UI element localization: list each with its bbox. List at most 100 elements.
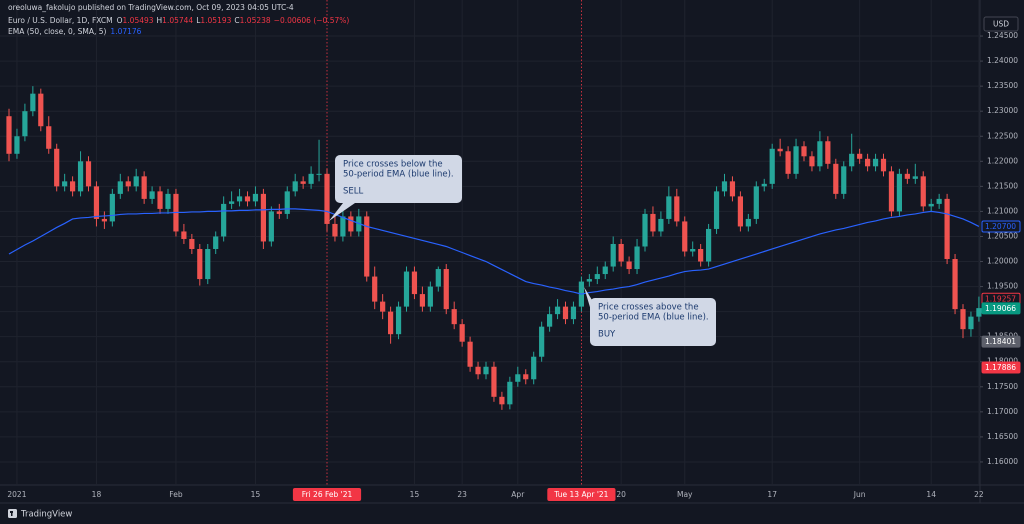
currency[interactable]: USD bbox=[993, 20, 1009, 29]
callout-signal: SELL bbox=[343, 187, 364, 197]
candle-body bbox=[14, 136, 20, 154]
candle-body bbox=[562, 306, 569, 320]
candle-body bbox=[658, 218, 664, 232]
candle-body bbox=[77, 161, 84, 192]
y-tick-label: 1.24000 bbox=[987, 56, 1018, 65]
x-tick-label: 2021 bbox=[7, 490, 26, 499]
crosshair-label-box bbox=[292, 488, 362, 501]
candle-body bbox=[6, 116, 12, 154]
callout-signal: BUY bbox=[598, 330, 616, 340]
candle-body bbox=[70, 181, 76, 192]
crosshair-label-box bbox=[547, 488, 616, 501]
candle-body bbox=[626, 261, 632, 270]
x-tick-label: 20 bbox=[616, 490, 626, 499]
candle-body bbox=[451, 309, 457, 325]
crosshair-date-label: Fri 26 Feb '21 bbox=[302, 490, 353, 499]
price-tag-label: 1.19257 bbox=[985, 294, 1016, 303]
candle-body bbox=[165, 193, 171, 209]
candle-body bbox=[928, 203, 934, 207]
y-tick-label: 1.23000 bbox=[987, 106, 1018, 115]
candle-body bbox=[189, 238, 195, 249]
candle-body bbox=[904, 173, 910, 179]
legend-key: O bbox=[117, 16, 123, 25]
candle-body bbox=[706, 228, 712, 262]
candle-body bbox=[117, 181, 123, 194]
candle-body bbox=[865, 158, 871, 167]
candle-body bbox=[157, 191, 163, 209]
x-tick-label: 15 bbox=[410, 490, 420, 499]
candle-body bbox=[316, 173, 322, 175]
candle-body bbox=[348, 216, 354, 232]
candle-body bbox=[944, 198, 950, 260]
y-tick-label: 1.17500 bbox=[987, 382, 1018, 391]
candle-body bbox=[793, 146, 799, 174]
candle-body bbox=[602, 266, 608, 275]
price-tag-label: 1.20700 bbox=[985, 222, 1016, 231]
y-tick-label: 1.24500 bbox=[987, 31, 1018, 40]
candle-body bbox=[515, 374, 521, 382]
x-tick-label: 17 bbox=[767, 490, 777, 499]
x-tick-label: Feb bbox=[169, 490, 183, 499]
candle-body bbox=[364, 216, 370, 277]
candle-body bbox=[236, 196, 243, 202]
candle-body bbox=[833, 163, 839, 194]
candle-body bbox=[205, 248, 211, 280]
candle-body bbox=[769, 148, 775, 184]
callout-box bbox=[335, 155, 462, 203]
candle-body bbox=[332, 223, 338, 237]
price-tag bbox=[981, 361, 1021, 374]
candle-body bbox=[213, 236, 219, 249]
crosshair-date-label: Tue 13 Apr '21 bbox=[553, 490, 608, 499]
currency-box[interactable] bbox=[983, 16, 1019, 32]
legend-value: 1.05493 bbox=[123, 16, 154, 25]
candle-body bbox=[698, 248, 704, 262]
price-tag-label: 1.17886 bbox=[985, 363, 1016, 372]
candle-body bbox=[547, 314, 553, 327]
price-tag-label: 1.18401 bbox=[985, 337, 1016, 346]
candle-body bbox=[849, 153, 855, 167]
candle-body bbox=[38, 93, 44, 127]
callout-text: 50-period EMA (blue line). bbox=[343, 170, 454, 180]
candle-body bbox=[411, 271, 418, 295]
price-tag bbox=[981, 335, 1021, 348]
legend-key: C bbox=[234, 16, 239, 25]
candle-body bbox=[713, 191, 720, 229]
candle-body bbox=[618, 243, 624, 262]
x-tick-label: 14 bbox=[926, 490, 936, 499]
candle-body bbox=[523, 374, 529, 380]
candle-body bbox=[62, 181, 68, 187]
candle-body bbox=[721, 181, 728, 192]
candle-body bbox=[324, 173, 330, 224]
candle-body bbox=[920, 176, 926, 207]
candle-body bbox=[292, 181, 298, 192]
credit: oreoluwa_fakolujo published on TradingVi… bbox=[8, 3, 294, 12]
ema-value: 1.07176 bbox=[110, 27, 141, 36]
candle-body bbox=[737, 196, 743, 227]
x-tick-label: 18 bbox=[92, 490, 102, 499]
candle-body bbox=[872, 158, 879, 167]
candle-body bbox=[507, 381, 513, 405]
y-tick-label: 1.19500 bbox=[987, 282, 1018, 291]
candle-body bbox=[976, 308, 982, 317]
candle-body bbox=[888, 171, 895, 212]
price-tag bbox=[981, 220, 1021, 233]
ema-line bbox=[8, 208, 980, 295]
candle-body bbox=[952, 259, 958, 310]
candle-body bbox=[499, 396, 505, 405]
candle-body bbox=[93, 186, 100, 219]
legend-change: −0.00606 (−0.57%) bbox=[274, 16, 350, 25]
legend-value: 1.05193 bbox=[200, 16, 231, 25]
candle-body bbox=[682, 221, 688, 252]
candle-body bbox=[936, 198, 942, 204]
candle-body bbox=[109, 193, 115, 222]
callout-pointer bbox=[329, 203, 355, 221]
candle-body bbox=[419, 294, 425, 307]
candle-body bbox=[960, 309, 966, 330]
candle-body bbox=[554, 306, 561, 315]
y-tick-label: 1.22000 bbox=[987, 156, 1018, 165]
y-tick-label: 1.16500 bbox=[987, 432, 1018, 441]
price-tag-label: 1.19066 bbox=[985, 304, 1016, 313]
candle-body bbox=[30, 93, 36, 112]
